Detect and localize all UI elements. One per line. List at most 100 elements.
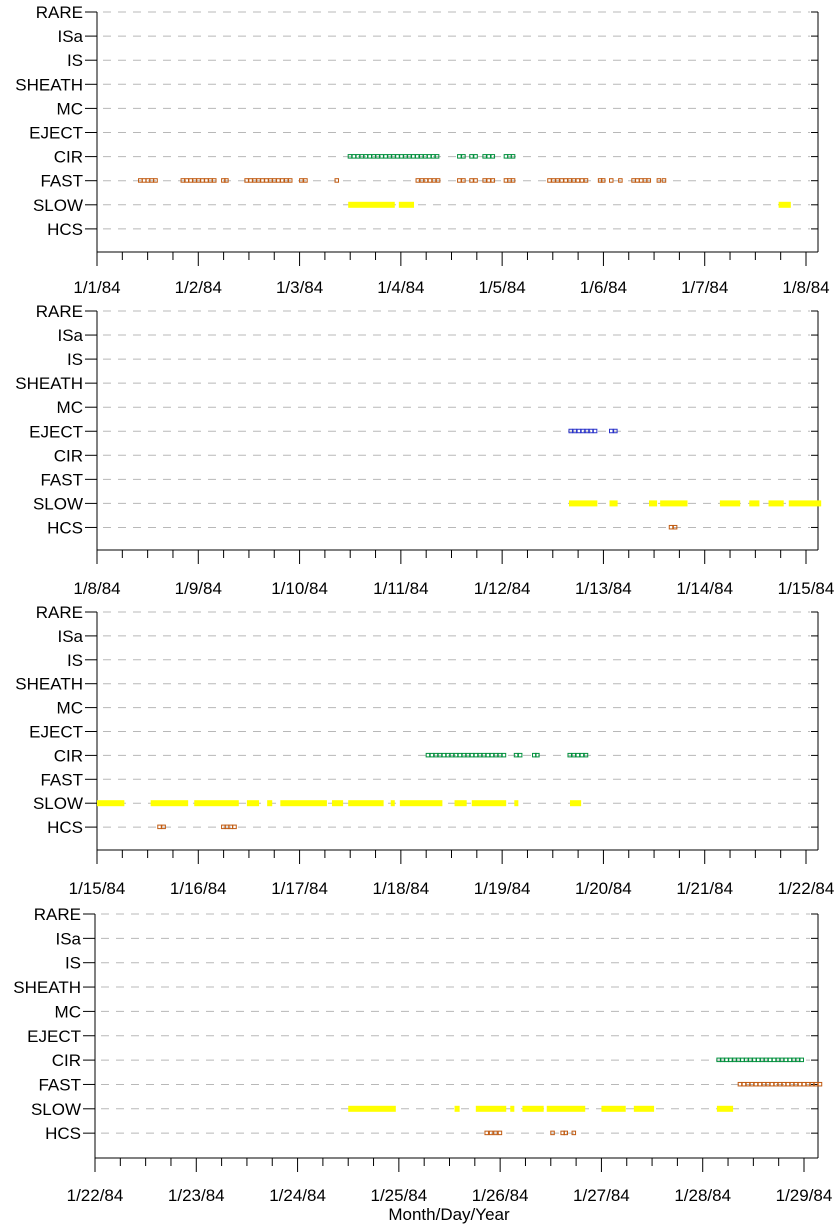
slow-bar	[570, 800, 582, 807]
category-label: MC	[55, 1002, 81, 1021]
fast-marker	[559, 178, 564, 183]
x-tick-label: 1/11/84	[373, 579, 428, 598]
category-label: CIR	[54, 446, 83, 465]
category-label: ISa	[55, 929, 81, 948]
cir-marker	[535, 752, 540, 758]
x-tick-label: 1/19/84	[474, 879, 531, 898]
slow-bar	[97, 800, 125, 807]
category-label: CIR	[54, 746, 83, 765]
fast-marker	[563, 178, 568, 183]
x-tick-label: 1/2/84	[175, 278, 222, 297]
fast-marker	[579, 178, 585, 183]
slow-bar	[522, 1105, 544, 1112]
fast-marker	[801, 1081, 807, 1087]
slow-bar	[246, 800, 260, 807]
slow-bar	[649, 500, 658, 507]
category-label: EJECT	[29, 124, 83, 143]
category-label: SLOW	[31, 1100, 81, 1119]
cir-marker	[579, 752, 585, 758]
x-tick-label: 1/1/84	[73, 278, 120, 297]
x-tick-label: 1/24/84	[269, 1186, 326, 1205]
category-label: RARE	[36, 302, 83, 321]
fast-marker	[745, 1081, 751, 1087]
cir-marker	[497, 752, 503, 758]
fast-marker	[461, 178, 466, 183]
fast-marker	[153, 178, 158, 183]
fast-marker	[781, 1081, 787, 1087]
hcs-marker	[488, 1130, 494, 1136]
fast-marker	[427, 178, 433, 183]
slow-bar	[546, 1105, 586, 1112]
slow-bar	[660, 500, 688, 507]
slow-bar	[475, 1105, 507, 1112]
fast-marker	[813, 1081, 819, 1087]
x-tick-label: 1/28/84	[674, 1186, 731, 1205]
category-label: SHEATH	[15, 374, 83, 393]
fast-marker	[773, 1081, 779, 1087]
slow-bar	[633, 1105, 655, 1112]
fast-marker	[555, 178, 560, 183]
hcs-marker	[232, 824, 237, 830]
fast-marker	[737, 1081, 743, 1087]
slow-bar	[768, 500, 784, 507]
cir-marker	[489, 752, 495, 758]
x-tick-label: 1/21/84	[676, 879, 733, 898]
cir-marker	[449, 752, 455, 758]
eject-marker	[609, 428, 614, 434]
cir-marker	[493, 752, 499, 758]
cir-marker	[477, 752, 483, 758]
slow-bar	[194, 800, 239, 807]
fast-marker	[575, 178, 581, 183]
x-tick-label: 1/23/84	[168, 1186, 225, 1205]
cir-marker	[473, 752, 479, 758]
fast-marker	[571, 178, 577, 183]
eject-marker	[576, 428, 582, 434]
slow-bar	[719, 500, 741, 507]
x-tick-label: 1/8/84	[782, 278, 829, 297]
slow-bar	[348, 800, 384, 807]
category-label: FAST	[40, 172, 83, 191]
cir-marker	[437, 752, 443, 758]
fast-marker	[805, 1081, 811, 1087]
x-axis-title: Month/Day/Year	[388, 1205, 510, 1224]
slow-bar	[514, 800, 519, 807]
slow-bar	[150, 800, 189, 807]
category-label: ISa	[57, 27, 83, 46]
eject-marker	[572, 428, 578, 434]
cir-marker	[486, 154, 491, 159]
fast-marker	[769, 1081, 775, 1087]
hcs-marker	[157, 824, 162, 830]
fast-marker	[661, 178, 667, 183]
category-label: SHEATH	[13, 978, 81, 997]
fast-marker	[609, 178, 614, 183]
panel-3: RARE ISa IS SHEATH MC EJECT CIR FAST SLOW HCS 1/15…	[15, 603, 834, 898]
fast-marker	[749, 1081, 755, 1087]
fast-marker	[817, 1081, 823, 1087]
cir-marker	[469, 752, 475, 758]
cir-marker	[799, 1057, 804, 1063]
fast-marker	[809, 1081, 815, 1087]
slow-bar	[331, 800, 344, 807]
cir-marker	[457, 752, 463, 758]
slow-bar	[348, 1105, 396, 1112]
slow-bar	[568, 500, 598, 507]
cir-marker	[457, 154, 462, 159]
category-label: CIR	[54, 148, 83, 167]
category-label: HCS	[47, 220, 83, 239]
slow-bar	[788, 500, 822, 507]
cir-marker	[490, 154, 496, 159]
cir-marker	[575, 752, 581, 758]
slow-bar	[471, 800, 507, 807]
category-label: FAST	[40, 770, 83, 789]
cir-marker	[465, 752, 471, 758]
hcs-marker	[161, 824, 166, 830]
hcs-marker	[497, 1130, 503, 1136]
slow-bar	[716, 1105, 734, 1112]
panel-1: RARE ISa IS SHEATH MC EJECT CIR FAST SLOW HCS 1/1/…	[15, 3, 829, 297]
x-tick-label: 1/16/84	[170, 879, 227, 898]
eject-marker	[568, 428, 573, 434]
x-tick-label: 1/12/84	[474, 579, 531, 598]
slow-bar	[749, 500, 760, 507]
